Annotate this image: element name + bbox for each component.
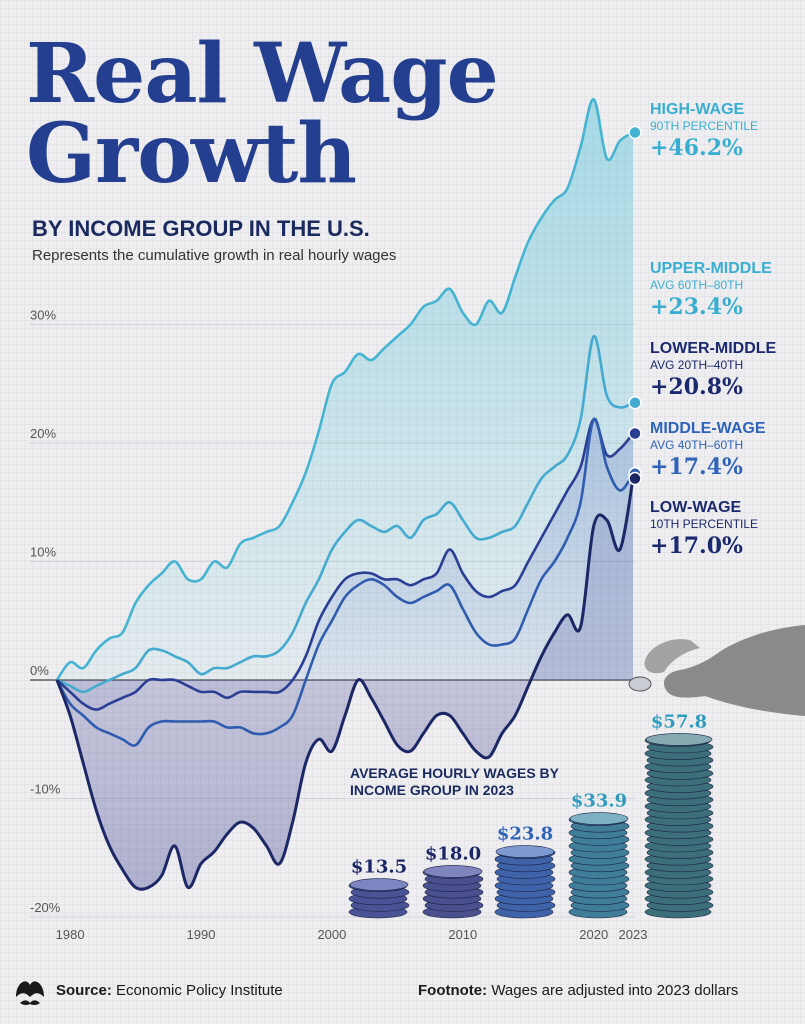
coin-stack-3: $23.8 <box>494 824 556 919</box>
stack-value-1: $13.5 <box>351 857 407 878</box>
label-high-wage-pct: +46.2% <box>650 135 743 161</box>
coin-top <box>423 865 483 878</box>
label-middle-wage-sub: AVG 40TH–60TH <box>650 438 744 452</box>
y-tick-labels: 30% 20% 10% 0% -10% -20% <box>30 308 61 916</box>
coin-top <box>349 878 409 891</box>
label-lower-middle-sub: AVG 20TH–40TH <box>650 358 744 372</box>
label-low-wage-sub: 10TH PERCENTILE <box>650 517 759 531</box>
label-lower-middle-pct: +20.8% <box>650 374 743 400</box>
footnote: Footnote: Wages are adjusted into 2023 d… <box>418 982 738 999</box>
source-label: Source: <box>56 982 112 999</box>
label-low-wage: LOW-WAGE 10TH PERCENTILE +17.0% <box>650 498 800 560</box>
label-middle-wage-name: MIDDLE-WAGE <box>650 420 766 437</box>
area-high-wage <box>57 99 633 681</box>
coin-stack-1: $13.5 <box>348 857 410 919</box>
x-tick-2000: 2000 <box>317 927 346 942</box>
label-upper-middle-name: UPPER-MIDDLE <box>650 260 772 277</box>
source-text: Economic Policy Institute <box>116 982 283 999</box>
hand-with-coin <box>628 625 805 716</box>
wage-growth-chart: 30% 20% 10% 0% -10% -20% 1980 1990 2000 2010 2020… <box>30 98 805 942</box>
end-dot-high-wage <box>628 125 642 140</box>
label-high-wage-sub: 90TH PERCENTILE <box>650 119 759 133</box>
series-areas <box>57 99 633 890</box>
label-middle-wage-pct: +17.4% <box>650 454 743 480</box>
x-tick-labels: 1980 1990 2000 2010 2020 2023 <box>56 927 648 942</box>
y-tick-30: 30% <box>30 308 56 323</box>
line-upper-middle <box>56 335 634 694</box>
y-tick-20: 20% <box>30 426 56 441</box>
label-lower-middle-name: LOWER-MIDDLE <box>650 340 777 357</box>
line-middle-wage <box>55 417 635 747</box>
chart-description: Represents the cumulative growth in real… <box>32 247 397 264</box>
coin-top <box>495 845 555 858</box>
footnote-text: Wages are adjusted into 2023 dollars <box>491 982 739 999</box>
end-dot-lower-middle <box>628 426 642 441</box>
stacks-title: AVERAGE HOURLY WAGES BY INCOME GROUP IN … <box>350 765 559 798</box>
line-lower-middle <box>56 417 635 711</box>
footnote-label: Footnote: <box>418 982 488 999</box>
y-tick-0: 0% <box>30 663 49 678</box>
label-low-wage-name: LOW-WAGE <box>650 499 742 516</box>
page-title: Real Wage Growth <box>26 33 499 195</box>
publisher-logo-icon <box>16 981 44 1005</box>
y-tick-10: 10% <box>30 545 56 560</box>
x-tick-2023: 2023 <box>619 927 648 942</box>
series-lines <box>55 98 635 891</box>
x-tick-1990: 1990 <box>187 927 216 942</box>
y-tick--10: -10% <box>30 782 61 797</box>
x-tick-2010: 2010 <box>448 927 477 942</box>
area-lower-middle <box>57 419 633 710</box>
coin-stack-2: $18.0 <box>422 843 484 919</box>
coin-top <box>569 812 629 825</box>
label-lower-middle: LOWER-MIDDLE AVG 20TH–40TH +20.8% <box>650 339 800 401</box>
area-low-wage <box>57 478 633 890</box>
coin-stack-4: $33.9 <box>568 791 630 919</box>
line-high-wage <box>55 98 634 681</box>
end-dot-low-wage <box>628 471 642 486</box>
y-tick--20: -20% <box>30 900 61 915</box>
label-upper-middle: UPPER-MIDDLE AVG 60TH–80TH +23.4% <box>650 259 800 321</box>
source-note: Source: Economic Policy Institute <box>56 982 283 999</box>
label-middle-wage: MIDDLE-WAGE AVG 40TH–60TH +17.4% <box>650 419 800 481</box>
line-low-wage <box>55 478 635 891</box>
stack-value-4: $33.9 <box>571 791 627 812</box>
coin-stacks: $13.5 $18.0 $23.8 $33.9 $57.8 <box>348 711 714 919</box>
series-end-dots <box>628 125 642 486</box>
label-upper-middle-pct: +23.4% <box>650 294 743 320</box>
title-line-1: Real Wage <box>26 26 499 122</box>
stack-value-2: $18.0 <box>425 843 481 864</box>
x-tick-2020: 2020 <box>579 927 608 942</box>
stack-value-5: $57.8 <box>651 711 707 732</box>
chart-subtitle: BY INCOME GROUP IN THE U.S. <box>32 216 370 241</box>
footer: Source: Economic Policy Institute Footno… <box>0 965 805 1024</box>
title-line-2: Growth <box>26 106 357 202</box>
label-upper-middle-sub: AVG 60TH–80TH <box>650 278 744 292</box>
coin-top <box>645 733 713 746</box>
x-tick-1980: 1980 <box>56 927 85 942</box>
end-dot-upper-middle <box>628 395 642 410</box>
label-low-wage-pct: +17.0% <box>650 533 743 559</box>
stack-value-3: $23.8 <box>497 824 553 845</box>
label-high-wage-name: HIGH-WAGE <box>650 101 745 118</box>
coin-stack-5: $57.8 <box>644 711 714 919</box>
label-high-wage: HIGH-WAGE 90TH PERCENTILE +46.2% <box>650 100 800 162</box>
